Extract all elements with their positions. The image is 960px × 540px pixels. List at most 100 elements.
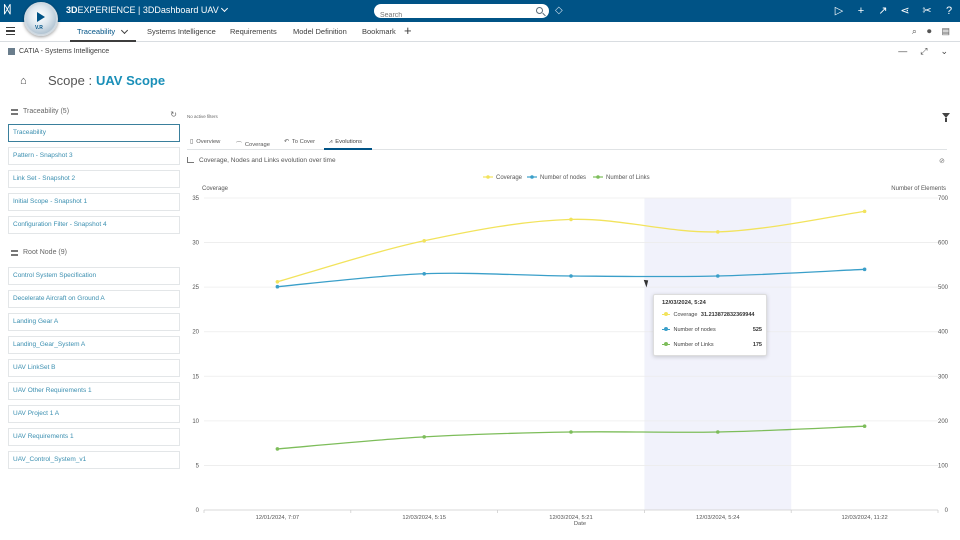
list-item[interactable]: UAV Requirements 1 — [8, 428, 180, 446]
tab-requirements[interactable]: Requirements — [230, 27, 277, 36]
y-right-tick-label: 700 — [938, 196, 949, 202]
list-icon — [11, 250, 18, 256]
top-icons: ▷ + ↗ ⋖ ✂ ? — [834, 3, 954, 19]
tooltip-row-nodes: Number of nodes 525 — [662, 327, 762, 333]
tab-traceability[interactable]: Traceability — [77, 27, 116, 36]
x-tick-label: 12/01/2024, 7:07 — [256, 515, 300, 521]
line-chart-icon — [187, 157, 194, 164]
data-point — [862, 424, 867, 429]
data-point — [275, 279, 280, 284]
legend-marker-0 — [486, 175, 490, 179]
y-left-tick-label: 0 — [196, 508, 200, 514]
evolution-chart[interactable]: 0 5 10 15 20 25 30 35 0 100 200 300 400 500 600 700 12/0… — [180, 165, 960, 540]
list-item[interactable]: Control System Specification — [8, 267, 180, 285]
widget-header: CATIA - Systems Intelligence — ⤢ ⌄ — [0, 44, 960, 60]
coverage-marker-icon — [662, 312, 670, 317]
search-icon[interactable] — [536, 7, 543, 14]
network-icon[interactable]: ⋖ — [900, 5, 910, 17]
y-right-axis-label: Number of Elements — [891, 186, 946, 192]
list-item[interactable]: Decelerate Aircraft on Ground A — [8, 290, 180, 308]
list-item[interactable]: UAV Project 1 A — [8, 405, 180, 423]
data-point — [862, 209, 867, 214]
coverage-icon: ⌒ — [236, 142, 242, 148]
record-icon[interactable]: ⏺ — [926, 26, 932, 36]
active-tab-indicator — [70, 40, 136, 42]
chart-title: Coverage, Nodes and Links evolution over… — [187, 157, 336, 164]
widget-controls: — ⤢ ⌄ — [898, 46, 948, 57]
legend-label: Number of Links — [606, 175, 650, 181]
compass-icon[interactable]: V.R — [24, 2, 58, 36]
list-item[interactable]: UAV LinkSet B — [8, 359, 180, 377]
chevron-down-icon[interactable]: ⌄ — [940, 46, 948, 56]
tooltip-title: 12/03/2024, 5:24 — [662, 300, 706, 306]
tag-icon[interactable]: ◇ — [555, 5, 563, 16]
list-item[interactable]: Pattern - Snapshot 3 — [8, 147, 180, 165]
zoom-icon[interactable]: ⌕ — [911, 26, 917, 36]
tab-coverage[interactable]: ⌒ Coverage — [236, 142, 270, 148]
catia-icon — [8, 48, 15, 55]
analysis-tabs: ▯ Overview ⌒ Coverage ↶ To Cover ⩘ Evolution… — [187, 137, 947, 150]
y-right-tick-label: 200 — [938, 419, 949, 425]
home-icon[interactable]: ⌂ — [20, 75, 27, 87]
x-tick-label: 12/03/2024, 11:22 — [841, 515, 887, 521]
tab-evolutions[interactable]: ⩘ Evolutions — [329, 139, 363, 145]
y-left-tick-label: 5 — [196, 463, 200, 469]
y-right-tick-label: 300 — [938, 374, 949, 380]
y-right-tick-label: 100 — [938, 463, 949, 469]
minimize-icon[interactable]: — — [898, 46, 908, 56]
data-point — [716, 430, 720, 434]
add-tab-icon[interactable]: + — [404, 23, 412, 38]
x-tick-label: 12/03/2024, 5:15 — [402, 515, 446, 521]
tab-model-definition[interactable]: Model Definition — [293, 27, 347, 36]
share-icon[interactable]: ↗ — [878, 5, 888, 17]
tab-systems-intelligence[interactable]: Systems Intelligence — [147, 27, 216, 36]
list-item[interactable]: Landing_Gear_System A — [8, 336, 180, 354]
tab-bookmark[interactable]: Bookmark — [362, 27, 396, 36]
traceability-header: Traceability (5) ↻ — [8, 104, 180, 120]
y-left-tick-label: 10 — [192, 419, 199, 425]
help-icon[interactable]: ? — [945, 5, 953, 17]
doc-icon: ▯ — [190, 139, 194, 145]
active-subtab-indicator — [324, 148, 372, 150]
y-left-tick-label: 25 — [192, 285, 199, 291]
tools-icon[interactable]: ✂ — [922, 5, 932, 17]
app-title[interactable]: 3DEXPERIENCE | 3DDashboard UAV — [66, 4, 228, 15]
legend-label: Number of nodes — [540, 175, 586, 181]
y-right-tick-label: 0 — [945, 508, 949, 514]
play-icon[interactable]: ▷ — [834, 5, 844, 17]
root-node-header: Root Node (9) — [8, 245, 180, 261]
ds-logo-icon[interactable]: ᛞ — [4, 4, 11, 16]
search-input[interactable] — [374, 8, 524, 23]
tab-to-cover[interactable]: ↶ To Cover — [284, 139, 316, 145]
list-item[interactable]: Initial Scope - Snapshot 1 — [8, 193, 180, 211]
active-filters-text: No active filters — [187, 114, 218, 119]
list-item[interactable]: UAV Other Requirements 1 — [8, 382, 180, 400]
filter-icon[interactable] — [942, 113, 950, 122]
list-item[interactable]: Link Set - Snapshot 2 — [8, 170, 180, 188]
maximize-icon[interactable]: ⤢ — [920, 46, 928, 56]
list-item[interactable]: Landing Gear A — [8, 313, 180, 331]
y-left-tick-label: 20 — [192, 330, 199, 336]
data-point — [422, 238, 426, 243]
chart-export-icon[interactable]: ⊘ — [939, 158, 945, 165]
data-point — [862, 267, 867, 272]
legend-marker-2 — [596, 175, 600, 179]
sidebar: Traceability (5) ↻ Traceability Pattern … — [8, 104, 180, 474]
menu-icon[interactable] — [6, 27, 15, 35]
add-icon[interactable]: + — [857, 5, 865, 17]
refresh-icon[interactable]: ↻ — [170, 110, 177, 119]
list-item[interactable]: UAV_Control_System_v1 — [8, 451, 180, 469]
search-box[interactable] — [374, 4, 549, 23]
list-item-traceability[interactable]: Traceability — [8, 124, 180, 142]
comment-icon[interactable]: ▤ — [941, 26, 950, 36]
scope-value[interactable]: UAV Scope — [96, 73, 166, 88]
chevron-down-icon[interactable] — [120, 26, 129, 35]
data-point — [716, 274, 720, 278]
data-point — [275, 447, 280, 451]
tooltip-row-coverage: Coverage 31.213872832369944 — [662, 312, 762, 318]
y-left-tick-label: 35 — [192, 196, 199, 202]
x-axis-label: Date — [574, 521, 586, 527]
data-point — [569, 430, 573, 434]
list-item[interactable]: Configuration Filter - Snapshot 4 — [8, 216, 180, 234]
tab-overview[interactable]: ▯ Overview — [190, 139, 221, 145]
